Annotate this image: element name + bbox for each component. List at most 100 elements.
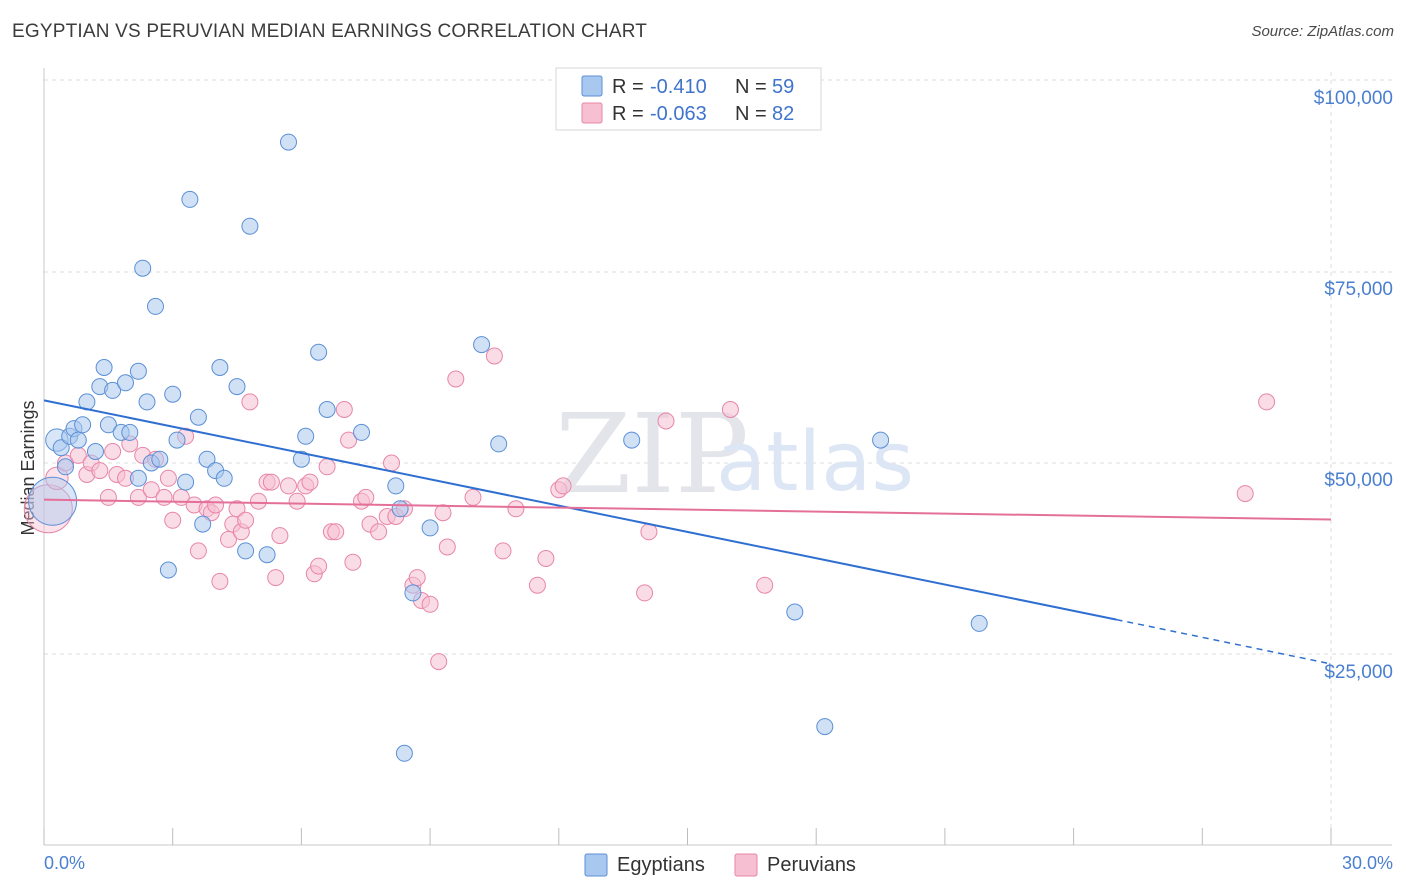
legend-r-value: -0.410 [650, 76, 707, 98]
peruvian-point [164, 511, 182, 529]
peruvian-point [241, 393, 259, 411]
egyptian-point [395, 744, 413, 762]
egyptian-point [258, 546, 276, 564]
egyptian-point [99, 416, 117, 434]
peruvian-point [1258, 393, 1276, 411]
egyptian-point [970, 614, 988, 632]
y-tick-label: $50,000 [1324, 470, 1393, 491]
egyptian-point [211, 359, 229, 376]
chart-title: EGYPTIAN VS PERUVIAN MEDIAN EARNINGS COR… [12, 21, 648, 42]
peruvian-point [99, 488, 117, 506]
peruvian-point [335, 401, 353, 418]
peruvian-point [383, 454, 400, 472]
peruvian-point [327, 523, 345, 541]
egyptian-point [280, 133, 297, 151]
axes [43, 68, 1392, 846]
peruvian-point [1236, 485, 1254, 503]
egyptians-points [28, 133, 988, 762]
bottom-legend-peruvians: Peruvians [767, 854, 856, 876]
peruvian-point [159, 469, 177, 487]
egyptian-point [87, 443, 104, 460]
egyptian-point [241, 217, 259, 235]
trend-lines [43, 399, 1332, 665]
egyptian-point [228, 378, 246, 396]
legend-swatch-egyptians [581, 75, 603, 97]
peruvian-point [640, 523, 658, 541]
legend-r-value: -0.063 [650, 103, 707, 125]
peruvian-point [267, 569, 285, 587]
peruvian-point [485, 347, 503, 365]
egyptian-point [391, 500, 409, 518]
peruvian-point [537, 550, 555, 567]
x-tick-label-max: 30.0% [1342, 853, 1393, 873]
egyptian-point [198, 450, 216, 468]
peruvian-point [721, 401, 739, 418]
egyptian-point [215, 469, 233, 487]
egyptians-trend-extension [1116, 618, 1332, 665]
peruvian-point [142, 481, 160, 499]
egyptian-point [310, 343, 328, 361]
peruvian-point [370, 523, 388, 541]
egyptian-point [623, 431, 641, 449]
egyptian-point [816, 718, 834, 736]
egyptian-point [181, 190, 199, 208]
egyptian-point [129, 362, 147, 380]
peruvian-point [262, 473, 280, 491]
y-axis-label: Median Earnings [18, 400, 38, 535]
y-tick-labels: $25,000 $50,000 $75,000 $100,000 [1314, 88, 1393, 683]
egyptian-point [786, 603, 804, 621]
egyptian-point [318, 401, 336, 418]
legend-swatch-peruvians [581, 102, 603, 124]
peruvian-point [528, 576, 546, 594]
watermark-zip: ZIP [555, 390, 749, 518]
egyptian-point [117, 374, 134, 392]
legend-r-label: R = [612, 103, 644, 125]
peruvian-point [554, 477, 572, 495]
peruvian-point [340, 431, 358, 449]
legend-n-value: 82 [772, 103, 794, 125]
bottom-legend-egyptians: Egyptians [617, 854, 705, 876]
peruvian-point [301, 473, 319, 491]
peruvian-point [310, 557, 328, 575]
legend-n-label: N = [735, 76, 767, 98]
egyptian-point [151, 450, 169, 468]
peruvian-point [756, 576, 774, 594]
peruvian-point [430, 653, 448, 671]
egyptian-point [52, 439, 70, 457]
peruvian-point [657, 412, 675, 430]
peruvian-point [438, 538, 456, 556]
egyptian-point [69, 431, 87, 449]
peruvian-point [104, 443, 122, 460]
source-credit: Source: ZipAtlas.com [1251, 23, 1394, 40]
peruvians-trend-line [43, 498, 1332, 521]
egyptian-point [121, 423, 139, 441]
egyptian-point [473, 336, 491, 354]
gridlines [44, 72, 1392, 845]
peruvian-point [507, 500, 525, 518]
bottom-legend-swatch-peruvians [734, 853, 758, 877]
egyptian-point [189, 408, 207, 426]
watermark-atlas: atlas [716, 415, 914, 510]
egyptian-point [138, 393, 156, 411]
peruvian-point [207, 496, 225, 514]
peruvian-point [211, 572, 229, 590]
peruvian-point [250, 492, 267, 510]
egyptian-point [177, 473, 195, 491]
egyptian-point [237, 542, 255, 560]
peruvian-point [344, 553, 362, 571]
peruvian-point [357, 488, 375, 506]
peruvian-point [91, 462, 109, 480]
legend-r-label: R = [612, 76, 644, 98]
egyptian-point [490, 435, 508, 453]
peruvian-point [408, 569, 426, 587]
peruvian-point [494, 542, 512, 560]
y-tick-label: $100,000 [1314, 88, 1393, 109]
watermark: ZIP atlas [555, 390, 914, 518]
egyptian-point [421, 519, 439, 537]
egyptian-point [164, 385, 182, 403]
egyptian-point [292, 450, 310, 468]
y-tick-label: $25,000 [1324, 662, 1393, 683]
peruvian-point [155, 488, 173, 506]
egyptians-trend-line [43, 399, 1117, 621]
